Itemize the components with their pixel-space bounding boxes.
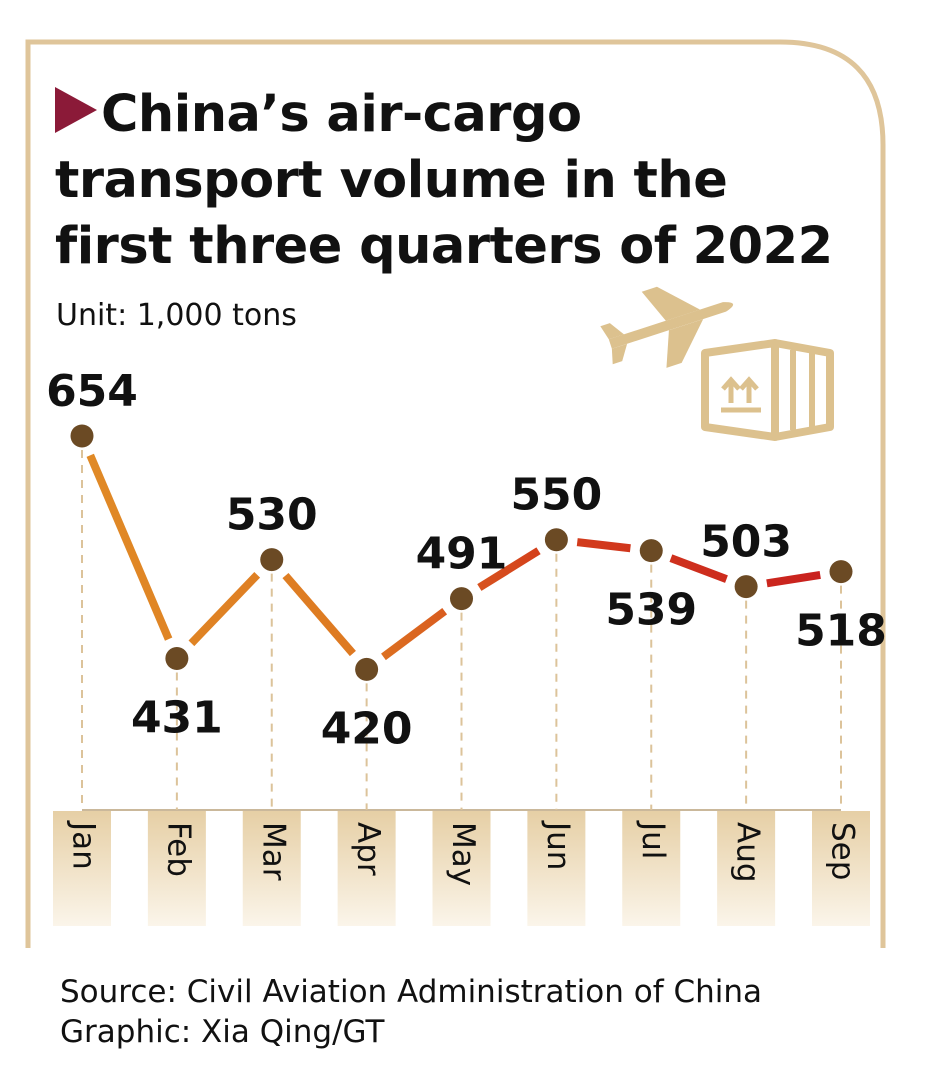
airplane-icon	[600, 286, 734, 368]
cargo-box-icon	[701, 339, 834, 441]
month-label-feb: Feb	[160, 822, 196, 877]
cargo-illustration	[600, 286, 834, 441]
month-band-may	[432, 811, 491, 926]
series-segment-mar-apr	[282, 572, 356, 657]
series-segment-feb-mar	[188, 572, 261, 647]
month-label-mar: Mar	[255, 822, 291, 881]
data-label-apr: 420	[321, 703, 413, 754]
data-label-mar: 530	[226, 490, 318, 541]
month-label-jun: Jun	[540, 820, 576, 870]
source-note: Source: Civil Aviation Administration of…	[60, 974, 763, 1010]
month-label-may: May	[445, 822, 481, 886]
month-band-apr	[337, 811, 396, 926]
data-label-sep: 518	[795, 606, 887, 657]
data-label-jan: 654	[46, 366, 138, 417]
data-point-jul	[639, 539, 663, 563]
title-line-3: first three quarters of 2022	[55, 217, 833, 276]
title-line-2: transport volume in the	[55, 151, 728, 210]
series-segment-jan-feb	[86, 453, 173, 641]
frame-border	[25, 39, 886, 948]
month-band-jan	[53, 811, 111, 926]
month-label-jul: Jul	[635, 820, 671, 859]
month-band-feb	[147, 811, 206, 926]
series-segment-may-jun	[477, 547, 541, 591]
month-band-jun	[527, 811, 586, 926]
series-segment-jun-jul	[576, 538, 631, 553]
month-band-mar	[242, 811, 301, 926]
series-segment-apr-may	[381, 607, 448, 661]
month-label-apr: Apr	[350, 822, 386, 876]
data-label-jul: 539	[605, 585, 697, 636]
data-point-jan	[70, 424, 94, 448]
month-label-aug: Aug	[730, 822, 766, 883]
data-label-feb: 431	[131, 692, 223, 743]
data-label-may: 491	[416, 529, 508, 580]
month-label-sep: Sep	[825, 822, 861, 880]
month-band-jul	[622, 811, 681, 926]
chart-title: China’s air-cargo transport volume in th…	[55, 82, 905, 280]
series-segment-jul-aug	[669, 554, 728, 583]
data-label-aug: 503	[700, 517, 792, 568]
triangle-marker-icon	[55, 87, 97, 133]
month-label-jan: Jan	[66, 820, 102, 870]
month-band-aug	[717, 811, 776, 926]
data-point-aug	[734, 575, 758, 599]
data-point-apr	[355, 657, 379, 681]
data-point-jun	[544, 528, 568, 552]
title-line-1: China’s air-cargo	[55, 82, 905, 148]
footer: Source: Civil Aviation Administration of…	[60, 972, 762, 1052]
data-point-may	[450, 587, 473, 611]
series-segment-aug-sep	[766, 570, 821, 588]
unit-label: Unit: 1,000 tons	[56, 298, 297, 333]
month-band-sep	[812, 811, 870, 926]
data-point-feb	[165, 646, 189, 670]
graphic-credit: Graphic: Xia Qing/GT	[60, 1014, 385, 1050]
data-label-jun: 550	[510, 470, 602, 521]
data-point-sep	[829, 560, 853, 584]
data-point-mar	[260, 548, 284, 572]
